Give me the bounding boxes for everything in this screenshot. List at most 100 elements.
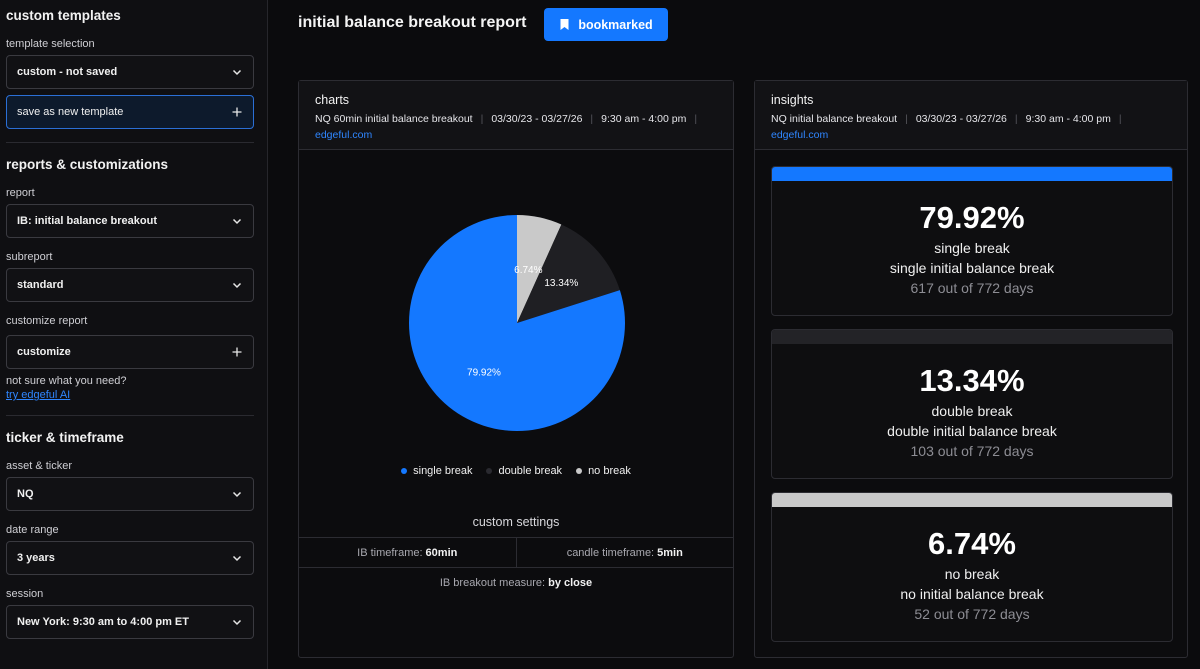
subreport-label: subreport: [6, 251, 53, 263]
pie-slice-single-break[interactable]: [409, 215, 625, 431]
sidebar-divider: [6, 415, 254, 416]
chevron-down-icon: [232, 619, 242, 626]
chevron-down-icon: [232, 69, 242, 76]
try-edgeful-ai-link[interactable]: try edgeful AI: [6, 389, 71, 401]
insight-card-bar: [772, 167, 1172, 181]
asset-ticker-value: NQ: [17, 488, 34, 500]
chevron-down-icon: [232, 491, 242, 498]
sidebar: custom templates template selection cust…: [0, 0, 268, 669]
legend-dot-double: [486, 468, 493, 474]
ib-timeframe-value: 60min: [425, 546, 458, 559]
insights-panel-title: insights: [771, 93, 814, 107]
asset-ticker-dropdown[interactable]: NQ: [6, 477, 254, 511]
save-as-new-template-button[interactable]: save as new template: [6, 95, 254, 129]
plus-icon: [232, 347, 242, 357]
template-selection-dropdown[interactable]: custom - not saved: [6, 55, 254, 89]
insight-pct: 6.74%: [928, 526, 1016, 561]
charts-meta-ticker: NQ 60min initial balance breakout: [315, 113, 473, 125]
insights-panel-header: insights NQ initial balance breakout | 03…: [755, 81, 1187, 150]
breakout-measure-label: IB breakout measure:: [439, 577, 546, 589]
legend-dot-none: [576, 468, 583, 474]
subreport-dropdown[interactable]: standard: [6, 268, 254, 302]
legend-dot-single: [401, 468, 408, 474]
insight-name: no break: [944, 566, 1000, 582]
insight-name: double break: [931, 403, 1013, 419]
insights-meta-ticker: NQ initial balance breakout: [771, 113, 898, 125]
pie-data-label: 79.92%: [467, 368, 501, 379]
page-title: initial balance breakout report: [298, 14, 527, 31]
insight-count: 103 out of 772 days: [910, 443, 1034, 459]
template-selection-value: custom - not saved: [17, 66, 118, 78]
insight-desc: single initial balance break: [889, 260, 1055, 276]
pie-slice-no-break[interactable]: [517, 215, 562, 323]
charts-panel: charts NQ 60min initial balance breakout…: [298, 80, 734, 658]
help-text: not sure what you need?: [6, 375, 127, 387]
bookmark-icon: [560, 19, 569, 30]
save-template-label: save as new template: [17, 106, 124, 118]
charts-meta-dates: 03/30/23 - 03/27/26: [491, 113, 583, 125]
insight-name: single break: [934, 240, 1010, 256]
date-range-label: date range: [6, 524, 59, 536]
insight-card-double-break: 13.34% double break double initial balan…: [771, 329, 1173, 479]
insight-desc: no initial balance break: [900, 586, 1044, 602]
legend-item[interactable]: no break: [576, 465, 631, 477]
insights-panel: insights NQ initial balance breakout | 03…: [754, 80, 1188, 658]
legend-label: no break: [588, 465, 631, 477]
customize-button[interactable]: customize: [6, 335, 254, 369]
asset-ticker-label: asset & ticker: [6, 460, 73, 472]
customize-report-label: customize report: [6, 315, 88, 327]
legend-label: single break: [413, 465, 473, 477]
candle-timeframe-value: 5min: [657, 546, 683, 559]
session-value: New York: 9:30 am to 4:00 pm ET: [17, 616, 189, 628]
insights-meta-site[interactable]: edgeful.com: [771, 129, 829, 141]
pie-legend: single break double break no break: [299, 465, 733, 477]
subreport-value: standard: [17, 279, 64, 291]
pie-data-label: 13.34%: [544, 278, 578, 289]
ib-timeframe-label: IB timeframe:: [357, 546, 423, 559]
chevron-down-icon: [232, 218, 242, 225]
insight-pct: 79.92%: [919, 200, 1025, 235]
report-dropdown[interactable]: IB: initial balance breakout: [6, 204, 254, 238]
charts-panel-header: charts NQ 60min initial balance breakout…: [299, 81, 733, 150]
custom-settings-title: custom settings: [472, 515, 560, 529]
session-dropdown[interactable]: New York: 9:30 am to 4:00 pm ET: [6, 605, 254, 639]
insight-count: 52 out of 772 days: [914, 606, 1030, 622]
chevron-down-icon: [232, 555, 242, 562]
pie-slice-double-break[interactable]: [517, 224, 620, 323]
insight-card-bar: [772, 493, 1172, 507]
insight-card-single-break: 79.92% single break single initial balan…: [771, 166, 1173, 316]
pie-chart: 6.74%13.34% 79.92%: [409, 215, 625, 431]
legend-item[interactable]: double break: [486, 465, 562, 477]
candle-timeframe-setting: candle timeframe: 5min: [515, 538, 734, 567]
report-label: report: [6, 187, 35, 199]
insight-count: 617 out of 772 days: [910, 280, 1034, 296]
reports-title: reports & customizations: [6, 157, 169, 172]
bookmark-button[interactable]: bookmarked: [544, 8, 668, 41]
charts-panel-title: charts: [315, 93, 350, 107]
date-range-dropdown[interactable]: 3 years: [6, 541, 254, 575]
legend-label: double break: [498, 465, 563, 477]
insight-desc: double initial balance break: [887, 423, 1057, 439]
insights-meta-session: 9:30 am - 4:00 pm: [1025, 113, 1111, 125]
plus-icon: [232, 107, 242, 117]
breakout-measure-value: by close: [548, 577, 593, 589]
date-range-value: 3 years: [17, 552, 55, 564]
custom-templates-title: custom templates: [6, 8, 121, 23]
charts-meta-site[interactable]: edgeful.com: [315, 129, 373, 141]
charts-meta: NQ 60min initial balance breakout | 03/30…: [315, 113, 698, 141]
insight-pct: 13.34%: [919, 363, 1025, 398]
sidebar-divider: [6, 142, 254, 143]
charts-meta-session: 9:30 am - 4:00 pm: [601, 113, 687, 125]
insights-meta-dates: 03/30/23 - 03/27/26: [915, 113, 1007, 125]
bookmark-label: bookmarked: [578, 17, 653, 32]
insight-card-no-break: 6.74% no break no initial balance break …: [771, 492, 1173, 642]
insight-card-bar: [772, 330, 1172, 344]
legend-item[interactable]: single break: [401, 465, 472, 477]
template-selection-label: template selection: [6, 38, 95, 50]
candle-timeframe-label: candle timeframe:: [566, 546, 655, 559]
ib-timeframe-setting: IB timeframe: 60min: [299, 538, 516, 567]
report-value: IB: initial balance breakout: [17, 215, 157, 227]
session-label: session: [6, 588, 44, 600]
breakout-measure-setting: IB breakout measure: by close: [299, 577, 733, 589]
